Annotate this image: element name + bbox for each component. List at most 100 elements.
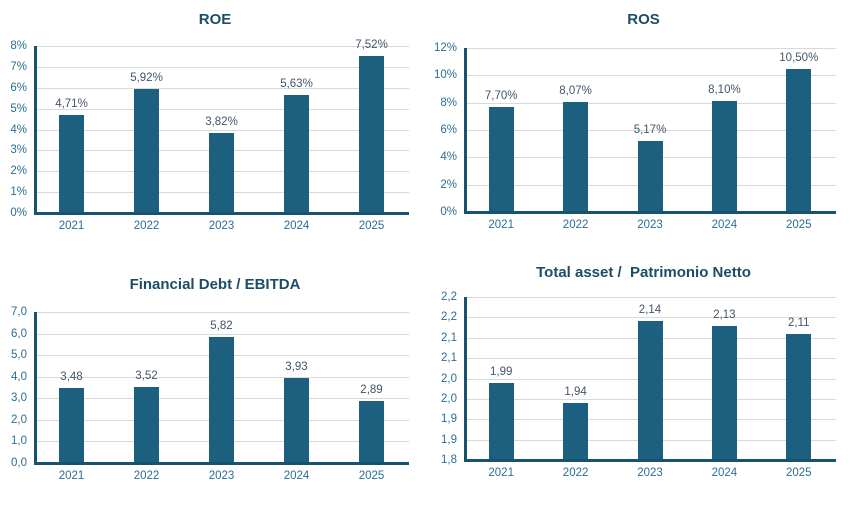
bar-value-label: 7,70%	[484, 89, 518, 102]
y-tick-label: 7,0	[11, 306, 27, 318]
chart-financial-debt-ebitda: Financial Debt / EBITDA 0,0 1,0 2,0 3,0 4,0 5…	[0, 250, 430, 520]
y-tick-label: 2,0	[441, 392, 457, 405]
x-tick-label: 2021	[488, 219, 514, 231]
y-tick-label: 4%	[440, 151, 457, 164]
bar	[637, 321, 663, 460]
bar-value-label: 3,48	[60, 370, 83, 383]
bar	[134, 89, 159, 213]
bar-value-label: 1,99	[489, 365, 513, 378]
chart-body: 0% 1% 2% 3% 4% 5% 6% 7% 8% 4,71% 5,92% 3,82% 5,63% 7…	[0, 39, 409, 236]
x-tick-label: 2024	[711, 219, 738, 231]
gridline	[34, 129, 409, 131]
x-tick-label: 2022	[133, 470, 160, 482]
x-axis-labels: 2021 2022 2023 2024 2025	[464, 467, 836, 483]
y-tick-label: 6%	[10, 81, 27, 94]
y-tick-label: 1,0	[11, 435, 27, 448]
y-tick-label: 4,0	[11, 370, 27, 383]
bar	[488, 382, 514, 460]
y-axis-labels: 0,0 1,0 2,0 3,0 4,0 5,0 6,0 7,0	[0, 306, 34, 469]
bar-value-label: 10,50%	[779, 51, 819, 64]
y-tick-label: 2,1	[441, 352, 457, 365]
y-tick-label: 2%	[10, 165, 27, 178]
y-axis-line	[464, 48, 467, 212]
chart-total-asset-patrimonio-netto: Total asset / Patrimonio Netto 1,8 1,9 1,9…	[430, 250, 857, 520]
x-axis-labels: 2021 2022 2023 2024 2025	[34, 220, 409, 236]
bar-value-label: 5,17%	[633, 124, 667, 137]
y-axis-line	[34, 46, 37, 213]
bar	[209, 337, 234, 463]
y-tick-label: 1,9	[441, 433, 457, 446]
y-axis-labels: 1,8 1,9 1,9 2,0 2,0 2,1 2,1 2,2 2,2	[430, 291, 464, 466]
gridline	[464, 75, 836, 77]
bar	[284, 95, 309, 213]
x-axis-labels: 2021 2022 2023 2024 2025	[464, 219, 836, 235]
y-tick-label: 2,2	[441, 311, 457, 324]
bar-value-label: 3,93	[285, 361, 308, 374]
chart-ros: ROS 0% 2% 4% 6% 8% 10% 12% 7,70% 8,07% 5,17% 8,10…	[430, 0, 857, 250]
y-tick-label: 7%	[10, 60, 27, 73]
plot-area: 1,99 1,94 2,14 2,13 2,11	[464, 297, 836, 462]
y-axis-line	[464, 297, 467, 460]
bar-value-label: 1,94	[564, 385, 587, 398]
bar	[284, 378, 309, 463]
x-tick-label: 2021	[58, 220, 85, 232]
gridline	[464, 102, 836, 104]
y-tick-label: 1,9	[441, 413, 457, 426]
y-tick-label: 2%	[440, 178, 457, 191]
y-tick-label: 5%	[10, 102, 27, 115]
y-tick-label: 0,0	[11, 457, 27, 469]
bar-value-label: 8,10%	[708, 84, 741, 97]
y-tick-label: 1,8	[441, 454, 457, 466]
y-tick-label: 8%	[10, 40, 27, 52]
x-tick-label: 2025	[786, 467, 812, 479]
y-tick-label: 6,0	[11, 327, 27, 340]
bar-value-label: 2,13	[713, 308, 736, 321]
bar	[711, 101, 737, 212]
bar	[134, 387, 159, 463]
bar	[359, 56, 384, 213]
bar	[59, 387, 84, 463]
chart-roe: ROE 0% 1% 2% 3% 4% 5% 6% 7% 8% 4,71% 5,92% 3,82% 5,…	[0, 0, 430, 250]
bar-value-label: 2,14	[638, 304, 662, 317]
bar	[209, 133, 234, 213]
chart-title: ROS	[627, 11, 660, 28]
gridline	[464, 48, 836, 49]
y-tick-label: 6%	[440, 124, 457, 136]
bar-value-label: 7,52%	[355, 39, 388, 52]
bar-value-label: 5,92%	[130, 72, 163, 85]
y-tick-label: 3,0	[11, 392, 27, 405]
x-tick-label: 2023	[637, 467, 663, 479]
x-tick-label: 2024	[283, 470, 310, 482]
x-axis-line	[464, 211, 836, 214]
bar-value-label: 5,82	[210, 320, 233, 333]
bar-value-label: 2,89	[360, 383, 383, 396]
gridline	[34, 87, 409, 89]
bar	[563, 101, 589, 212]
x-tick-label: 2022	[133, 220, 160, 232]
bar	[711, 325, 737, 460]
x-axis-line	[34, 462, 409, 465]
bar-value-label: 4,71%	[55, 97, 88, 110]
y-tick-label: 0%	[440, 206, 457, 218]
x-tick-label: 2025	[786, 219, 812, 231]
bar-value-label: 2,11	[788, 316, 810, 329]
gridline	[34, 312, 409, 313]
x-tick-label: 2024	[283, 220, 310, 232]
gridline	[34, 66, 409, 68]
x-tick-label: 2021	[488, 467, 514, 479]
bar	[488, 106, 514, 212]
x-tick-label: 2025	[358, 470, 385, 482]
bar-value-label: 3,82%	[205, 116, 238, 129]
bar	[563, 402, 589, 460]
y-tick-label: 0%	[10, 207, 27, 219]
gridline	[34, 108, 409, 110]
chart-title: Financial Debt / EBITDA	[129, 276, 301, 293]
x-axis-line	[34, 212, 409, 215]
y-tick-label: 2,0	[11, 413, 27, 426]
y-tick-label: 4%	[10, 123, 27, 136]
gridline	[464, 297, 836, 298]
plot-area: 3,48 3,52 5,82 3,93 2,89	[34, 312, 409, 465]
y-axis-labels: 0% 1% 2% 3% 4% 5% 6% 7% 8%	[0, 40, 34, 219]
bar	[786, 68, 812, 212]
bar-value-label: 5,63%	[280, 78, 313, 91]
